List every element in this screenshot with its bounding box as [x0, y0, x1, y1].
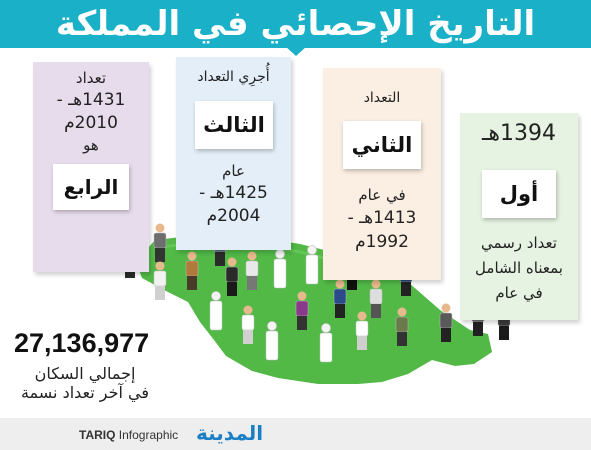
footer-brand: TARIQ Infographic — [79, 428, 178, 442]
census-fourth-line3: 2010م — [64, 113, 118, 133]
census-card-fourth: تعداد 1431هـ - 2010م هو الرابع — [33, 62, 149, 272]
person-figure — [209, 291, 223, 331]
person-figure — [319, 323, 333, 363]
census-first-line3: في عام — [495, 284, 543, 302]
census-third-line2: 1425هـ - — [199, 183, 268, 203]
total-population-value: 27,136,977 — [14, 328, 150, 358]
census-second-line2: 1413هـ - — [347, 208, 417, 228]
person-figure — [333, 279, 347, 318]
person-figure — [153, 261, 167, 300]
person-figure — [153, 223, 167, 262]
person-figure — [273, 249, 287, 289]
census-fourth-line4: هو — [83, 136, 99, 154]
census-third-ordinal: الثالث — [195, 101, 273, 149]
census-first-line2: بمعناه الشامل — [475, 259, 563, 277]
total-label-line1: إجمالي السكان — [34, 364, 136, 383]
census-third-line1: عام — [222, 162, 245, 180]
person-figure — [185, 251, 199, 290]
census-second-line1: في عام — [358, 186, 406, 204]
page-title: التاريخ الإحصائي في المملكة — [55, 4, 536, 44]
census-card-third: أُجرِي التعداد الثالث عام 1425هـ - 2004م — [176, 57, 291, 250]
census-fourth-line2: 1431هـ - — [56, 90, 126, 110]
total-label-line2: في آخر تعداد نسمة — [20, 383, 150, 402]
footer-brand-rest: Infographic — [115, 428, 179, 442]
person-figure — [395, 307, 409, 346]
census-third-title: أُجرِي التعداد — [197, 69, 270, 85]
person-figure — [225, 257, 239, 296]
census-second-line3: 1992م — [355, 232, 409, 252]
total-population-label: إجمالي السكان في آخر تعداد نسمة — [10, 364, 160, 402]
newspaper-logo: المدينة — [196, 421, 264, 445]
footer-bar: TARIQ Infographic المدينة — [0, 418, 591, 450]
census-first-year: 1394هـ — [481, 121, 557, 146]
person-figure — [355, 311, 369, 350]
person-figure — [295, 291, 309, 330]
person-figure — [439, 303, 453, 342]
person-figure — [305, 245, 319, 285]
person-figure — [369, 279, 383, 318]
census-third-line3: 2004م — [206, 206, 261, 226]
census-fourth-line1: تعداد — [75, 69, 107, 87]
census-first-line1: تعداد رسمي — [481, 234, 557, 252]
footer-brand-bold: TARIQ — [79, 428, 116, 442]
header-bar: التاريخ الإحصائي في المملكة — [0, 0, 591, 48]
census-card-first: 1394هـ أول تعداد رسمي بمعناه الشامل في ع… — [460, 113, 578, 320]
person-figure — [241, 305, 255, 344]
census-card-second: التعداد الثاني في عام 1413هـ - 1992م — [323, 68, 441, 280]
census-fourth-ordinal: الرابع — [53, 164, 129, 210]
person-figure — [245, 251, 259, 290]
census-second-title: التعداد — [363, 90, 401, 106]
census-second-ordinal: الثاني — [343, 121, 421, 169]
census-first-ordinal: أول — [482, 170, 556, 218]
header-pointer — [285, 46, 307, 56]
person-figure — [265, 321, 279, 361]
